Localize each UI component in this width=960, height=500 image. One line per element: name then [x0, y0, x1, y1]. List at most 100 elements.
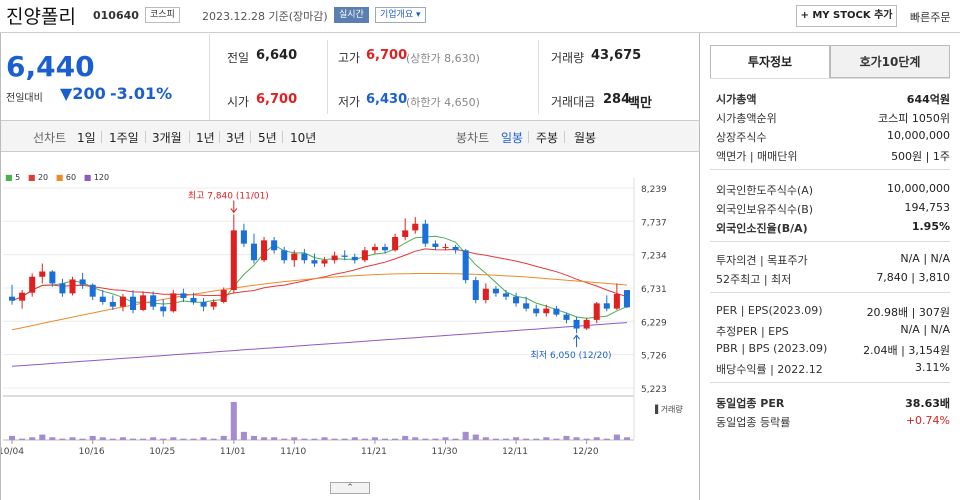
candle-body: [553, 308, 560, 315]
period-1w[interactable]: 1주일: [109, 131, 139, 145]
tab-orderbook[interactable]: 호가10단계: [830, 45, 950, 78]
candle-body: [301, 253, 308, 261]
candle-body: [563, 314, 570, 320]
candle-body: [492, 288, 499, 294]
info-value: 20.98배 | 307원: [866, 306, 950, 319]
period-10y[interactable]: 10년: [290, 131, 317, 145]
y-tick-label: 6,731: [641, 285, 667, 295]
ma-legend: ■ 5 ■ 20 ■ 60 ■ 120: [5, 173, 110, 182]
candle-body: [240, 230, 247, 244]
volume-bar: [533, 438, 540, 440]
info-value: 2.04배 | 3,154원: [863, 344, 950, 357]
x-tick-label: 10/04: [1, 447, 24, 457]
period-5y[interactable]: 5년: [258, 131, 277, 145]
stock-name: 진양폴리: [6, 6, 76, 28]
period-1d[interactable]: 1일: [77, 131, 96, 145]
volume-bar: [341, 438, 348, 440]
high-annotation: 최고 7,840 (11/01): [188, 190, 269, 201]
volume-bar: [321, 437, 328, 440]
volume-bar: [382, 438, 389, 440]
candle-body: [432, 243, 439, 247]
volume-bar: [210, 438, 217, 440]
high-label: 고가: [338, 51, 361, 65]
low-value: 6,430: [366, 92, 408, 107]
low-label: 저가: [338, 95, 361, 109]
volume-bar: [261, 437, 268, 440]
candlestick-plot[interactable]: 8,239 7,737 7,234 6,731 6,229 5,726 5,223 ▐ 거래량…: [1, 153, 699, 488]
line-chart-label: 선차트: [33, 131, 67, 145]
candle-weekly[interactable]: 주봉: [536, 131, 559, 145]
chart-collapse-button[interactable]: ⌃: [330, 482, 370, 494]
info-key: PER | EPS(2023.09): [716, 304, 823, 317]
divider: [710, 169, 950, 170]
volume-bar: [220, 435, 227, 440]
volume-bar: [462, 431, 469, 440]
period-1y[interactable]: 1년: [196, 131, 215, 145]
candle-body: [402, 230, 409, 238]
candle-body: [482, 288, 489, 301]
info-key: 외국인한도주식수(A): [716, 184, 814, 197]
volume-bar: [593, 437, 600, 440]
info-key: 동일업종 PER: [716, 397, 785, 410]
x-tick-label: 11/10: [280, 447, 306, 457]
candle-body: [220, 290, 227, 302]
candle-body: [291, 253, 298, 261]
volume-bar: [240, 431, 247, 440]
divider: [538, 40, 539, 114]
realtime-button[interactable]: 실시간: [334, 7, 369, 23]
open-value: 6,700: [256, 92, 298, 107]
stock-chart: ■ 5 ■ 20 ■ 60 ■ 120 8,239 7,737 7,234 6,731…: [1, 153, 699, 488]
candle-monthly[interactable]: 월봉: [574, 131, 597, 145]
candle-body: [170, 293, 177, 312]
tab-invest-info[interactable]: 투자정보: [710, 45, 830, 78]
info-value: N/A | N/A: [900, 323, 950, 336]
volume-bar: [422, 438, 429, 440]
info-value: 38.63배: [905, 397, 950, 410]
volume-bar: [140, 438, 147, 440]
info-key: 시가총액순위: [716, 112, 777, 125]
candle-daily[interactable]: 일봉: [501, 131, 524, 145]
candle-body: [190, 298, 197, 302]
volume-bar: [371, 437, 378, 440]
volume-bar: [150, 437, 157, 440]
low-annotation: 최저 6,050 (12/20): [531, 350, 612, 361]
info-value: N/A | N/A: [900, 252, 950, 265]
candle-body: [29, 276, 36, 293]
divider: [209, 34, 210, 120]
candle-body: [99, 296, 106, 302]
add-my-stock-button[interactable]: + MY STOCK 추가: [796, 5, 897, 27]
investment-info-panel: 투자정보 호가10단계 시가총액 644억원 시가총액순위 코스피 1050위 상장주식…: [710, 45, 960, 500]
x-tick-label: 10/16: [79, 447, 105, 457]
y-tick-label: 7,737: [641, 218, 667, 228]
info-row: PBR | BPS (2023.09) 2.04배 | 3,154원: [716, 340, 950, 358]
ma120-label: 120: [93, 173, 110, 182]
volume-bar: [482, 437, 489, 440]
info-value: 10,000,000: [887, 129, 950, 142]
candle-body: [613, 294, 620, 309]
change-percent: -3.01%: [110, 84, 173, 103]
x-tick-label: 11/01: [220, 447, 246, 457]
quick-order-link[interactable]: 빠른주문: [910, 11, 951, 24]
trade-value: 284: [603, 92, 631, 107]
volume-bar: [452, 438, 459, 440]
volume-bar: [129, 438, 137, 440]
candle-body: [321, 260, 328, 264]
volume-bar: [79, 438, 86, 440]
company-info-dropdown[interactable]: 기업개요 ▾: [375, 7, 426, 23]
info-row: 시가총액 644억원: [716, 89, 950, 107]
price-chart-panel: [0, 33, 700, 500]
candle-body: [361, 250, 368, 261]
period-3y[interactable]: 3년: [226, 131, 245, 145]
period-3m[interactable]: 3개월: [152, 131, 182, 145]
info-row: 액면가 | 매매단위 500원 | 1주: [716, 146, 950, 164]
change-label: 전일대비: [6, 93, 43, 104]
candle-body: [39, 271, 46, 277]
volume-bar: [190, 438, 197, 440]
volume-bar: [39, 434, 46, 440]
info-row: 동일업종 등락률 +0.74%: [716, 412, 950, 430]
info-row: PER | EPS(2023.09) 20.98배 | 307원: [716, 302, 950, 320]
candle-body: [573, 319, 580, 329]
candle-body: [281, 250, 288, 261]
volume-bar: [412, 437, 419, 440]
candle-body: [392, 237, 399, 251]
